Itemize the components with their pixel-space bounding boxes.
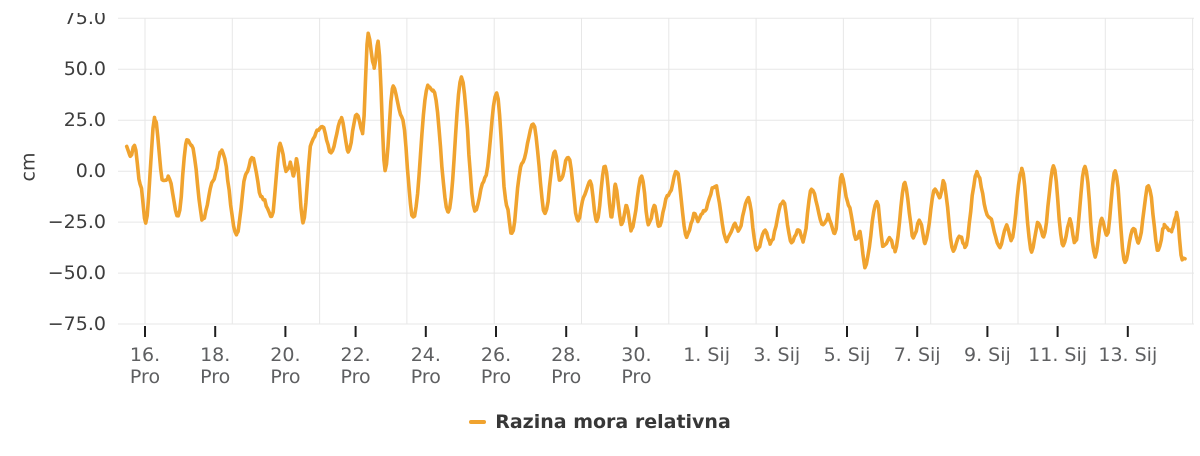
x-axis-label-line: 30.: [621, 344, 652, 366]
x-axis-label: 30. Pro: [591, 344, 681, 388]
x-axis-label: 18. Pro: [170, 344, 260, 388]
y-axis-title: cm: [17, 152, 40, 182]
x-axis-label: 3. Sij: [732, 344, 822, 366]
y-axis-label: 50.0: [63, 58, 106, 81]
horizontal-gridlines: [118, 17, 1194, 325]
legend-item-razina-mora-relativna[interactable]: Razina mora relativna: [469, 411, 731, 433]
x-axis-label: 5. Sij: [802, 344, 892, 366]
x-axis-label: 28. Pro: [521, 344, 611, 388]
x-axis-label-line: 16.: [129, 344, 161, 366]
y-axis-label: −25.0: [47, 211, 106, 234]
y-axis-label: −75.0: [47, 313, 106, 335]
x-axis-label-line: 22.: [340, 344, 371, 366]
y-axis-label: 0.0: [75, 160, 106, 183]
x-axis-label-line: 1. Sij: [683, 344, 730, 366]
legend-marker-dash: [469, 420, 487, 424]
x-axis-label-line: Pro: [480, 366, 512, 388]
x-axis-label-line: 13. Sij: [1098, 344, 1158, 366]
x-axis-label-line: 26.: [480, 344, 512, 366]
x-axis-label-line: 24.: [410, 344, 441, 366]
x-axis-label-line: Pro: [129, 366, 161, 388]
x-axis-label-line: 28.: [551, 344, 582, 366]
x-axis-label-line: 7. Sij: [893, 344, 941, 366]
x-axis-label-line: Pro: [270, 366, 301, 388]
x-axis-label: 1. Sij: [662, 344, 752, 366]
x-axis-label-line: 20.: [270, 344, 301, 366]
x-axis-tick-marks: [144, 326, 1129, 337]
series-line-razina-mora-relativna[interactable]: [124, 31, 1187, 270]
y-axis-label: 25.0: [63, 109, 106, 132]
x-axis-label: 26. Pro: [451, 344, 541, 388]
x-axis-label: 13. Sij: [1083, 344, 1173, 366]
y-axis-label: −50.0: [47, 262, 106, 285]
x-axis-label-line: 18.: [200, 344, 231, 366]
legend: Razina mora relativna: [0, 411, 1200, 433]
x-axis-label-line: Pro: [200, 366, 231, 388]
x-axis-label: 16. Pro: [100, 344, 190, 388]
x-axis-label: 22. Pro: [311, 344, 401, 388]
x-axis-label: 20. Pro: [240, 344, 330, 388]
x-axis-label: 9. Sij: [942, 344, 1032, 366]
x-axis-label-line: Pro: [410, 366, 441, 388]
top-clip-mask: [0, 0, 112, 13]
x-axis-label-line: 5. Sij: [823, 344, 871, 366]
x-axis-label: 24. Pro: [381, 344, 471, 388]
x-axis-label: 7. Sij: [872, 344, 962, 366]
x-axis-label-line: Pro: [340, 366, 371, 388]
x-axis-label-line: 9. Sij: [963, 344, 1011, 366]
x-axis-label-line: Pro: [551, 366, 582, 388]
x-axis-label-line: 3. Sij: [753, 344, 801, 366]
x-axis-label-line: Pro: [621, 366, 652, 388]
vertical-gridlines: [144, 18, 1194, 324]
x-axis-label: 11. Sij: [1013, 344, 1103, 366]
x-axis-label-line: 11. Sij: [1028, 344, 1088, 366]
legend-label: Razina mora relativna: [495, 411, 731, 433]
